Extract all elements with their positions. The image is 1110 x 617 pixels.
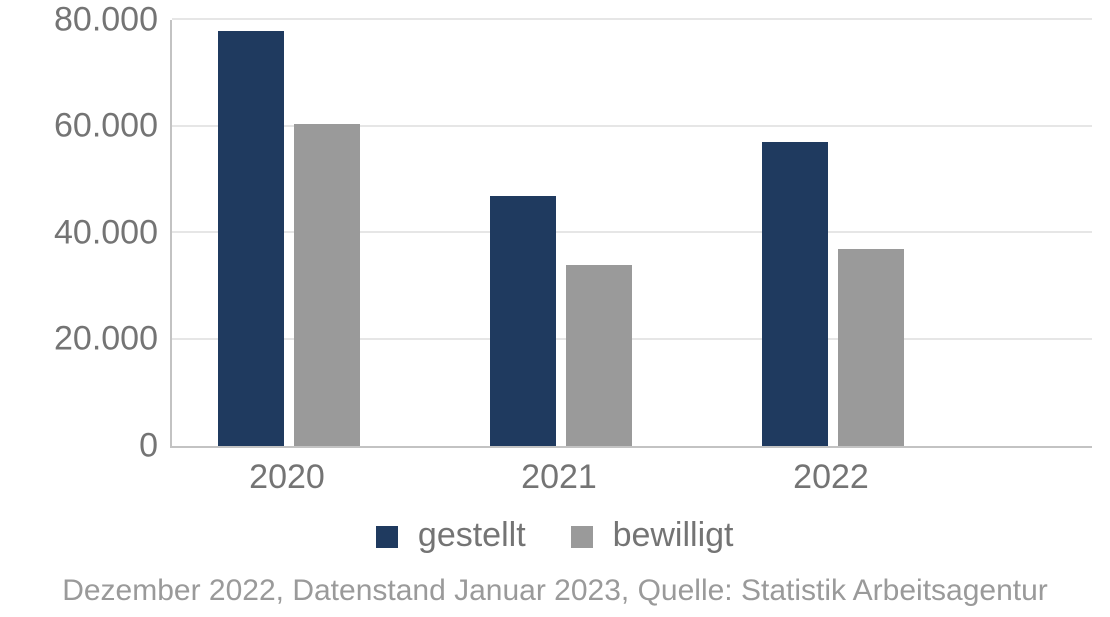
y-tick-label: 0 xyxy=(8,427,158,466)
bar-2020-bewilligt xyxy=(294,124,360,446)
y-tick-label: 80.000 xyxy=(8,1,158,40)
plot-area xyxy=(170,20,1092,448)
legend-item-gestellt: gestellt xyxy=(376,516,525,555)
x-tick-label: 2020 xyxy=(249,458,325,497)
bar-2022-gestellt xyxy=(762,142,828,446)
bar-2021-bewilligt xyxy=(566,265,632,446)
gridline xyxy=(172,18,1092,20)
x-tick-label: 2021 xyxy=(521,458,597,497)
legend-label: bewilligt xyxy=(613,516,734,554)
y-tick-label: 40.000 xyxy=(8,214,158,253)
legend-swatch-icon xyxy=(376,526,398,548)
y-tick-label: 20.000 xyxy=(8,320,158,359)
bar-2020-gestellt xyxy=(218,31,284,446)
y-tick-label: 60.000 xyxy=(8,107,158,146)
bar-2021-gestellt xyxy=(490,196,556,446)
legend-item-bewilligt: bewilligt xyxy=(571,516,733,555)
x-tick-label: 2022 xyxy=(793,458,869,497)
bar-2022-bewilligt xyxy=(838,249,904,446)
legend-label: gestellt xyxy=(418,516,526,554)
legend-swatch-icon xyxy=(571,526,593,548)
legend: gestellt bewilligt xyxy=(0,516,1110,555)
chart-caption: Dezember 2022, Datenstand Januar 2023, Q… xyxy=(0,574,1110,608)
chart-container: 0 20.000 40.000 60.000 80.000 2020 2021 … xyxy=(0,0,1110,617)
